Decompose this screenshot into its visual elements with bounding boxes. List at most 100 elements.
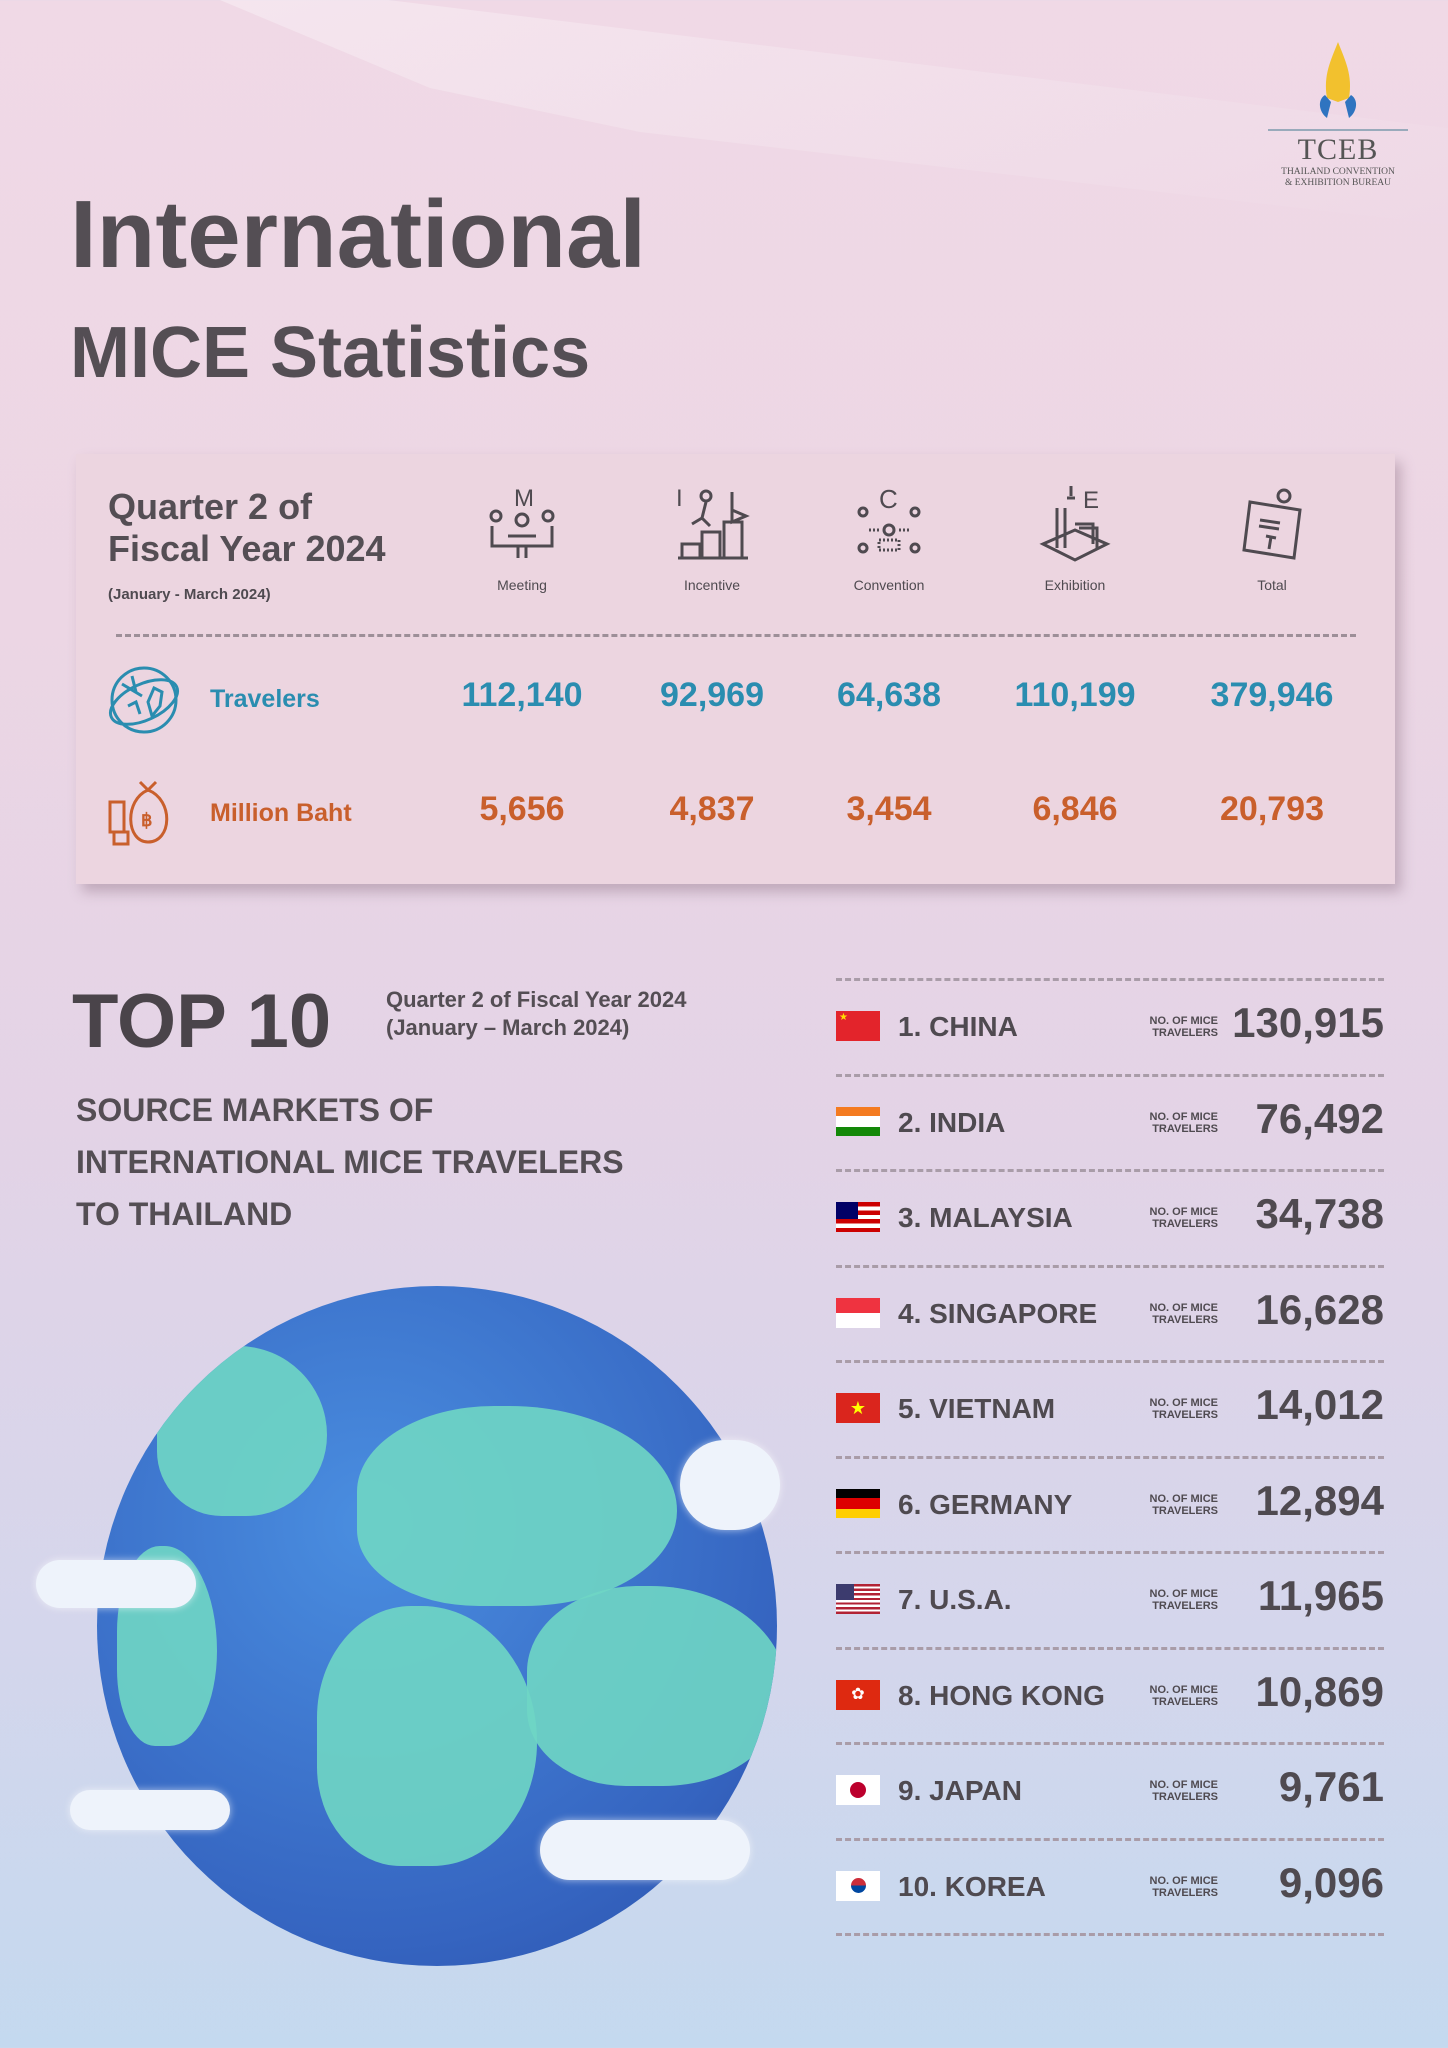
country-name: 2. INDIA — [898, 1106, 1006, 1138]
top10-list: ★ 1. CHINA NO. OF MICE TRAVELERS 130,915 … — [836, 978, 1384, 1936]
praying-hands-icon — [1319, 42, 1357, 118]
summary-card: Quarter 2 of Fiscal Year 2024 (January - … — [76, 454, 1395, 884]
svg-text:฿: ฿ — [141, 810, 152, 830]
divider — [836, 1933, 1384, 1936]
traveler-count: 130,915 — [1232, 999, 1384, 1046]
column-exhibition: E Exhibition — [985, 484, 1165, 593]
column-meeting: M Meeting — [432, 484, 612, 593]
value-exhibition-baht: 6,846 — [1032, 790, 1118, 828]
country-name: 3. MALAYSIA — [898, 1202, 1073, 1233]
traveler-count: 12,894 — [1255, 1476, 1384, 1524]
convention-icon: C — [857, 484, 921, 554]
count-label: NO. OF MICE TRAVELERS — [1149, 1779, 1218, 1803]
list-item: ✿ 8. HONG KONG NO. OF MICE TRAVELERS 10,8… — [836, 1646, 1384, 1743]
travelers-label: Travelers — [210, 685, 320, 713]
country-name: 5. VIETNAM — [898, 1393, 1056, 1424]
list-item: ★ 5. VIETNAM NO. OF MICE TRAVELERS 14,012 — [836, 1360, 1384, 1456]
value-incentive-baht: 4,837 — [669, 790, 755, 828]
incentive-icon: I — [676, 485, 750, 560]
page-title-line1: International — [70, 181, 647, 288]
country-name: 1. CHINA — [898, 1011, 1018, 1042]
traveler-count: 9,096 — [1278, 1858, 1384, 1906]
column-label: Exhibition — [1044, 577, 1106, 593]
value-incentive-travelers: 92,969 — [660, 676, 764, 714]
meeting-icon: M — [489, 485, 555, 558]
traveler-count: 9,761 — [1278, 1763, 1384, 1810]
traveler-count: 11,965 — [1257, 1572, 1384, 1619]
tceb-logo: TCEB THAILAND CONVENTION & EXHIBITION BU… — [1268, 40, 1408, 189]
value-total-travelers: 379,946 — [1210, 676, 1334, 714]
list-item: 10. KOREA NO. OF MICE TRAVELERS 9,096 — [836, 1837, 1384, 1934]
singapore-flag-icon — [836, 1297, 880, 1328]
cloud — [70, 1790, 230, 1830]
count-label: NO. OF MICE TRAVELERS — [1149, 1492, 1218, 1517]
count-label: NO. OF MICE TRAVELERS — [1149, 1301, 1218, 1326]
logo-subtitle: THAILAND CONVENTION — [1281, 167, 1395, 177]
cloud — [540, 1820, 750, 1880]
malaysia-flag-icon — [836, 1202, 880, 1232]
divider — [116, 634, 1356, 637]
page-title-line2: MICE Statistics — [70, 313, 591, 393]
column-label: Total — [1257, 577, 1287, 593]
korea-flag-icon — [836, 1870, 880, 1901]
value-meeting-baht: 5,656 — [479, 790, 565, 828]
svg-text:E: E — [1083, 487, 1099, 514]
globe-plane-icon — [108, 666, 180, 734]
japan-flag-icon — [836, 1775, 880, 1805]
money-bag-icon: ฿ — [108, 780, 169, 846]
value-meeting-travelers: 112,140 — [461, 676, 583, 714]
country-name: 8. HONG KONG — [898, 1679, 1105, 1711]
country-name: 9. JAPAN — [898, 1775, 1022, 1806]
count-label: NO. OF MICE TRAVELERS — [1149, 1683, 1218, 1708]
value-convention-baht: 3,454 — [846, 790, 932, 828]
list-item: 2. INDIA NO. OF MICE TRAVELERS 76,492 — [836, 1073, 1384, 1170]
value-exhibition-travelers: 110,199 — [1014, 676, 1136, 714]
country-name: 4. SINGAPORE — [898, 1297, 1098, 1329]
total-icon — [1242, 488, 1302, 560]
count-label: NO. OF MICE TRAVELERS — [1149, 1397, 1218, 1421]
list-item: 6. GERMANY NO. OF MICE TRAVELERS 12,894 — [836, 1455, 1384, 1552]
traveler-count: 14,012 — [1255, 1381, 1384, 1428]
cloud — [36, 1560, 196, 1608]
period-title: Quarter 2 of Fiscal Year 2024 — [108, 486, 386, 569]
column-total: Total — [1182, 484, 1362, 593]
column-label: Convention — [853, 577, 925, 593]
count-label: NO. OF MICE TRAVELERS — [1149, 1588, 1218, 1612]
period-range: (January - March 2024) — [108, 586, 271, 603]
traveler-count: 76,492 — [1255, 1094, 1384, 1142]
country-name: 6. GERMANY — [898, 1488, 1073, 1520]
column-incentive: I Incentive — [622, 484, 802, 593]
logo-text: TCEB — [1268, 129, 1408, 167]
cloud — [680, 1440, 780, 1530]
count-label: NO. OF MICE TRAVELERS — [1149, 1874, 1218, 1899]
country-name: 7. U.S.A. — [898, 1584, 1012, 1615]
top10-heading: TOP 10 — [72, 979, 332, 1064]
list-item: ★ 1. CHINA NO. OF MICE TRAVELERS 130,915 — [836, 978, 1384, 1074]
exhibition-icon: E — [1039, 486, 1111, 562]
list-item: 4. SINGAPORE NO. OF MICE TRAVELERS 16,628 — [836, 1264, 1384, 1361]
top10-description: SOURCE MARKETS OF INTERNATIONAL MICE TRAV… — [76, 1092, 624, 1232]
svg-text:I: I — [676, 485, 683, 512]
china-flag-icon: ★ — [836, 1011, 880, 1041]
germany-flag-icon — [836, 1488, 880, 1519]
country-name: 10. KOREA — [898, 1870, 1046, 1902]
value-convention-travelers: 64,638 — [837, 676, 941, 714]
million-baht-label: Million Baht — [210, 799, 352, 827]
count-label: NO. OF MICE TRAVELERS — [1149, 1110, 1218, 1135]
top10-period: Quarter 2 of Fiscal Year 2024 (January – … — [386, 987, 687, 1040]
svg-text:M: M — [514, 485, 534, 512]
column-label: Incentive — [683, 577, 741, 593]
column-convention: C Convention — [799, 484, 979, 593]
list-item: 7. U.S.A. NO. OF MICE TRAVELERS 11,965 — [836, 1551, 1384, 1647]
vietnam-flag-icon: ★ — [836, 1393, 880, 1423]
usa-flag-icon — [836, 1584, 880, 1614]
traveler-count: 16,628 — [1255, 1285, 1384, 1333]
list-item: 9. JAPAN NO. OF MICE TRAVELERS 9,761 — [836, 1742, 1384, 1838]
count-label: NO. OF MICE TRAVELERS — [1149, 1015, 1218, 1039]
traveler-count: 34,738 — [1255, 1190, 1384, 1237]
svg-text:C: C — [879, 484, 898, 514]
column-label: Meeting — [497, 577, 547, 593]
count-label: NO. OF MICE TRAVELERS — [1149, 1206, 1218, 1230]
traveler-count: 10,869 — [1255, 1667, 1384, 1715]
list-item: 3. MALAYSIA NO. OF MICE TRAVELERS 34,738 — [836, 1169, 1384, 1265]
